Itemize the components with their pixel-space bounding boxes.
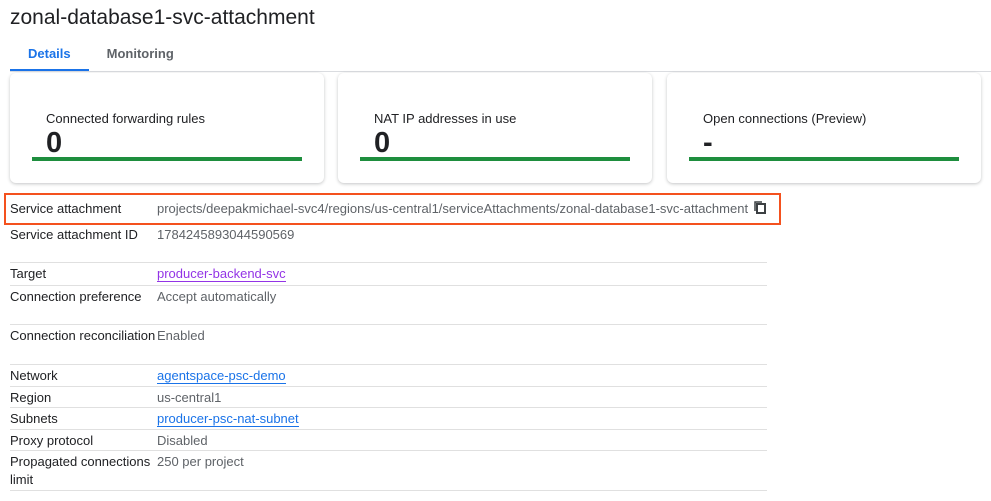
metric-card-forwarding-rules: Connected forwarding rules 0 [10, 73, 324, 183]
network-link[interactable]: agentspace-psc-demo [157, 368, 286, 384]
row-key: Connection reconciliation [10, 328, 156, 343]
row-key: Network [10, 368, 58, 383]
metric-label: NAT IP addresses in use [374, 111, 517, 126]
row-key: Region [10, 390, 52, 405]
metric-bar [360, 157, 630, 161]
metric-card-nat-ips: NAT IP addresses in use 0 [338, 73, 652, 183]
metric-value: 0 [374, 127, 391, 159]
row-value: 250 per project [157, 454, 244, 469]
row-key: Connection preference [10, 289, 142, 304]
row-value: Enabled [157, 328, 205, 343]
tab-monitoring[interactable]: Monitoring [106, 46, 174, 61]
table-row: Region us-central1 [10, 387, 767, 408]
details-table: Service attachment projects/deepakmichae… [10, 198, 767, 491]
metric-bar [689, 157, 959, 161]
table-row: Subnets producer-psc-nat-subnet [10, 408, 767, 430]
subnet-link[interactable]: producer-psc-nat-subnet [157, 411, 299, 427]
metric-bar [32, 157, 302, 161]
tab-bar: Details Monitoring [10, 36, 991, 72]
row-value: Accept automatically [157, 289, 277, 304]
highlight-box [4, 193, 781, 225]
table-row: Connection preference Accept automatical… [10, 286, 767, 325]
copy-icon[interactable] [754, 200, 767, 219]
metric-card-open-connections: Open connections (Preview) - [667, 73, 981, 183]
row-key: Propagated connections limit [10, 454, 151, 487]
tab-details[interactable]: Details [10, 36, 89, 71]
page-title: zonal-database1-svc-attachment [10, 6, 315, 29]
table-row: Service attachment ID 178424589304459056… [10, 224, 767, 263]
row-key: Subnets [10, 411, 58, 426]
table-row: Proxy protocol Disabled [10, 430, 767, 451]
service-attachment-path: projects/deepakmichael-svc4/regions/us-c… [157, 201, 749, 216]
table-row: Propagated connections limit 250 per pro… [10, 451, 767, 491]
table-row: Target producer-backend-svc [10, 263, 767, 286]
row-value: us-central1 [157, 390, 222, 405]
row-key: Service attachment [10, 201, 122, 216]
row-key: Proxy protocol [10, 433, 94, 448]
table-row: Connection reconciliation Enabled [10, 325, 767, 365]
row-key: Target [10, 266, 47, 281]
row-key: Service attachment ID [10, 227, 138, 242]
target-link[interactable]: producer-backend-svc [157, 266, 286, 282]
metric-value: - [703, 127, 713, 159]
metric-value: 0 [46, 127, 63, 159]
table-row: Network agentspace-psc-demo [10, 365, 767, 387]
row-value: projects/deepakmichael-svc4/regions/us-c… [157, 200, 767, 221]
row-value: Disabled [157, 433, 208, 448]
metric-label: Connected forwarding rules [46, 111, 205, 126]
metric-label: Open connections (Preview) [703, 111, 867, 126]
row-value: 1784245893044590569 [157, 227, 295, 242]
